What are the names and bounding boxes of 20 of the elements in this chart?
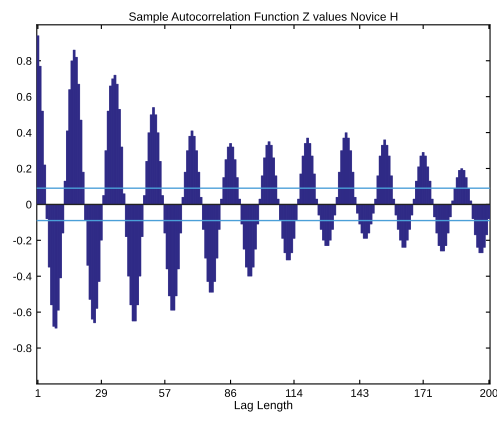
y-tick-label: 0.8 bbox=[16, 57, 32, 65]
y-tick-label: -0.8 bbox=[13, 344, 32, 352]
x-tick-label: 57 bbox=[159, 389, 170, 397]
bar bbox=[424, 156, 427, 205]
y-tick-label: 0.6 bbox=[16, 92, 32, 101]
x-tick-label: 29 bbox=[96, 389, 108, 397]
x-axis-title: Lag Length bbox=[234, 400, 292, 412]
x-tick-label: 1 bbox=[36, 389, 40, 397]
y-tick-label: 0.4 bbox=[16, 128, 32, 137]
y-tick-label: -0.4 bbox=[13, 272, 32, 280]
chart-title: Sample Autocorrelation Function Z values Novice H bbox=[129, 12, 398, 24]
x-tick-label: 143 bbox=[351, 389, 369, 397]
y-tick-label: 0.2 bbox=[16, 164, 32, 173]
x-tick-label: 171 bbox=[414, 389, 432, 397]
y-tick-label: 0 bbox=[26, 200, 32, 209]
x-tick-label: 114 bbox=[286, 389, 303, 397]
y-tick-label: -0.2 bbox=[13, 236, 32, 244]
bar bbox=[422, 152, 425, 205]
y-tick-label: -0.6 bbox=[13, 308, 32, 316]
x-tick-label: 86 bbox=[224, 389, 236, 397]
